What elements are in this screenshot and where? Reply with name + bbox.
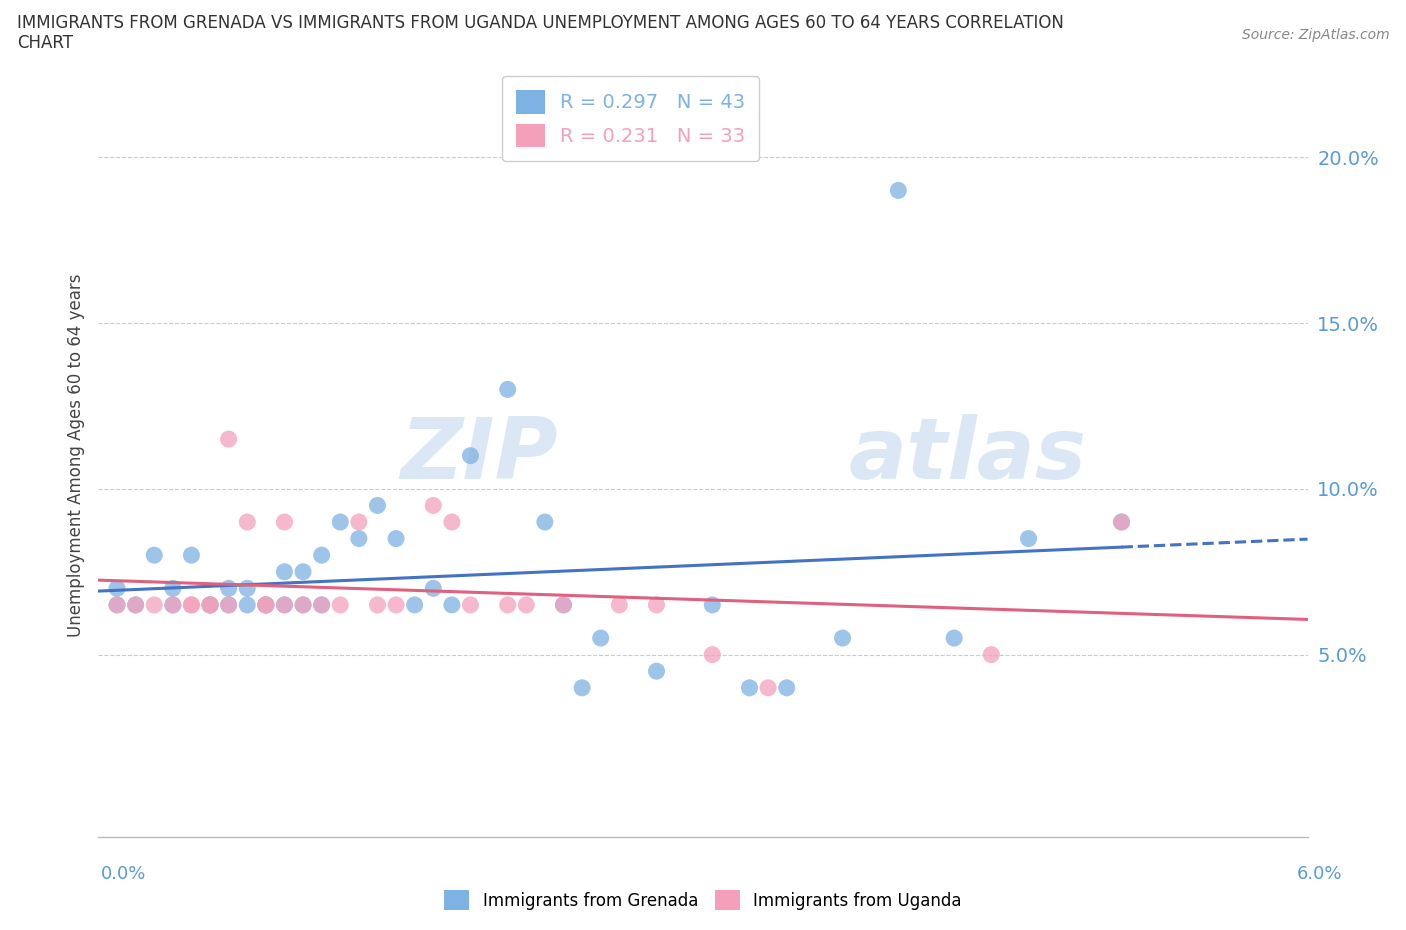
Point xyxy=(162,581,184,596)
Point xyxy=(1111,514,1133,529)
Point xyxy=(162,597,184,612)
Point xyxy=(105,581,128,596)
Y-axis label: Unemployment Among Ages 60 to 64 years: Unemployment Among Ages 60 to 64 years xyxy=(66,274,84,637)
Text: CHART: CHART xyxy=(17,34,73,52)
Text: atlas: atlas xyxy=(848,414,1087,498)
Point xyxy=(943,631,966,645)
Point xyxy=(218,597,240,612)
Point xyxy=(534,514,557,529)
Point xyxy=(553,597,575,612)
Point xyxy=(254,597,277,612)
Point xyxy=(756,681,779,696)
Point xyxy=(645,597,668,612)
Point xyxy=(198,597,221,612)
Point xyxy=(105,597,128,612)
Point xyxy=(292,597,315,612)
Point xyxy=(273,514,295,529)
Text: IMMIGRANTS FROM GRENADA VS IMMIGRANTS FROM UGANDA UNEMPLOYMENT AMONG AGES 60 TO : IMMIGRANTS FROM GRENADA VS IMMIGRANTS FR… xyxy=(17,14,1064,32)
Point xyxy=(422,581,444,596)
Point xyxy=(218,432,240,446)
Point xyxy=(198,597,221,612)
Point xyxy=(776,681,799,696)
Point xyxy=(607,597,630,612)
Point xyxy=(702,647,724,662)
Point xyxy=(273,565,295,579)
Point xyxy=(218,581,240,596)
Point xyxy=(422,498,444,512)
Point xyxy=(105,597,128,612)
Point xyxy=(496,597,519,612)
Point xyxy=(180,548,202,563)
Point xyxy=(292,597,315,612)
Point xyxy=(180,597,202,612)
Point xyxy=(515,597,537,612)
Point xyxy=(738,681,761,696)
Point xyxy=(218,597,240,612)
Text: Source: ZipAtlas.com: Source: ZipAtlas.com xyxy=(1241,28,1389,42)
Point xyxy=(571,681,593,696)
Text: ZIP: ZIP xyxy=(401,414,558,498)
Point xyxy=(236,597,259,612)
Point xyxy=(347,514,370,529)
Point xyxy=(496,382,519,397)
Point xyxy=(236,514,259,529)
Point xyxy=(143,597,166,612)
Point xyxy=(329,597,352,612)
Point xyxy=(273,597,295,612)
Point xyxy=(460,448,482,463)
Point xyxy=(162,597,184,612)
Point xyxy=(1018,531,1040,546)
Point xyxy=(180,597,202,612)
Point xyxy=(366,597,388,612)
Point xyxy=(460,597,482,612)
Point xyxy=(143,548,166,563)
Point xyxy=(311,597,333,612)
Point xyxy=(887,183,910,198)
Point xyxy=(589,631,612,645)
Text: 0.0%: 0.0% xyxy=(101,865,146,883)
Point xyxy=(311,597,333,612)
Point xyxy=(645,664,668,679)
Point xyxy=(198,597,221,612)
Point xyxy=(440,514,463,529)
Point xyxy=(980,647,1002,662)
Legend: Immigrants from Grenada, Immigrants from Uganda: Immigrants from Grenada, Immigrants from… xyxy=(437,884,969,917)
Point xyxy=(347,531,370,546)
Point xyxy=(124,597,146,612)
Point xyxy=(124,597,146,612)
Point xyxy=(329,514,352,529)
Point xyxy=(440,597,463,612)
Point xyxy=(198,597,221,612)
Point xyxy=(254,597,277,612)
Point xyxy=(254,597,277,612)
Point xyxy=(553,597,575,612)
Point xyxy=(292,565,315,579)
Point xyxy=(311,548,333,563)
Point xyxy=(236,581,259,596)
Point xyxy=(702,597,724,612)
Text: 6.0%: 6.0% xyxy=(1298,865,1343,883)
Point xyxy=(254,597,277,612)
Point xyxy=(273,597,295,612)
Legend: R = 0.297   N = 43, R = 0.231   N = 33: R = 0.297 N = 43, R = 0.231 N = 33 xyxy=(502,76,759,161)
Point xyxy=(404,597,426,612)
Point xyxy=(1111,514,1133,529)
Point xyxy=(831,631,853,645)
Point xyxy=(385,531,408,546)
Point xyxy=(366,498,388,512)
Point xyxy=(385,597,408,612)
